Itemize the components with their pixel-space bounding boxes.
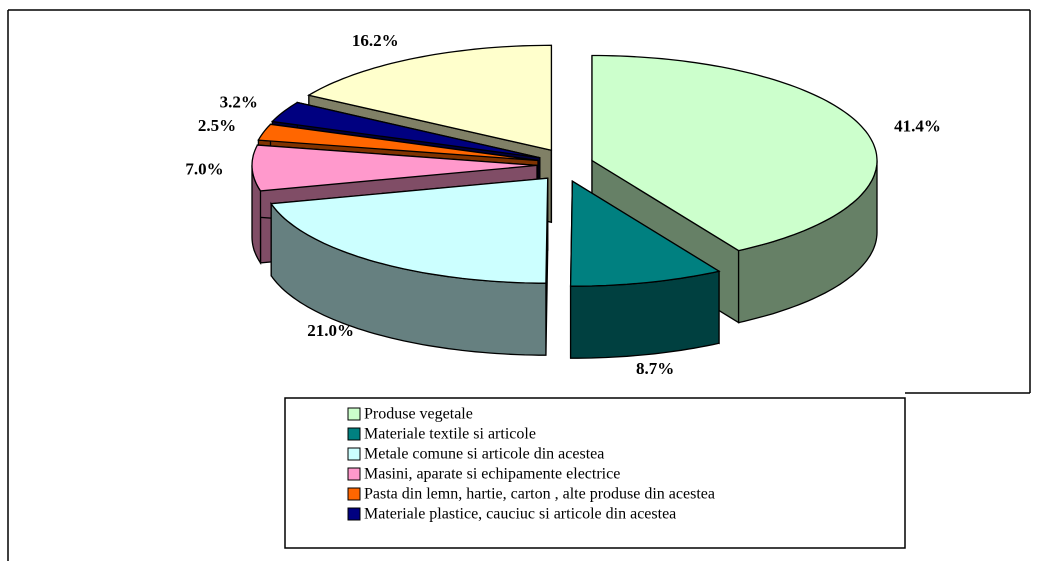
legend-label: Masini, aparate si echipamente electrice xyxy=(364,466,620,483)
slice xyxy=(257,123,539,162)
data-label: 21.0% xyxy=(307,321,354,340)
slice xyxy=(591,54,878,252)
legend-label: Pasta din lemn, hartie, carton , alte pr… xyxy=(364,486,715,503)
legend-swatch xyxy=(347,447,361,461)
data-label: 7.0% xyxy=(185,159,223,178)
data-label: 2.5% xyxy=(198,116,236,135)
legend-label: Produse vegetale xyxy=(364,406,473,423)
data-label: 8.7% xyxy=(636,359,674,378)
slice xyxy=(569,180,721,287)
legend-swatch xyxy=(347,427,361,441)
legend-swatch xyxy=(347,467,361,481)
slice xyxy=(270,177,549,284)
legend-swatch xyxy=(347,487,361,501)
slice xyxy=(251,144,538,192)
slice xyxy=(270,101,540,159)
frame xyxy=(7,9,1031,561)
legend-label: Materiale plastice, cauciuc si articole … xyxy=(364,506,676,523)
legend-box xyxy=(284,397,906,549)
slice xyxy=(307,44,553,152)
pie xyxy=(251,44,878,359)
legend-label: Materiale textile si articole xyxy=(364,426,536,443)
data-label: 3.2% xyxy=(220,92,258,111)
data-label: 41.4% xyxy=(894,116,941,135)
legend-swatch xyxy=(347,407,361,421)
data-label: 16.2% xyxy=(352,31,399,50)
legend-label: Metale comune si articole din acestea xyxy=(364,446,604,463)
legend-swatch xyxy=(347,507,361,521)
